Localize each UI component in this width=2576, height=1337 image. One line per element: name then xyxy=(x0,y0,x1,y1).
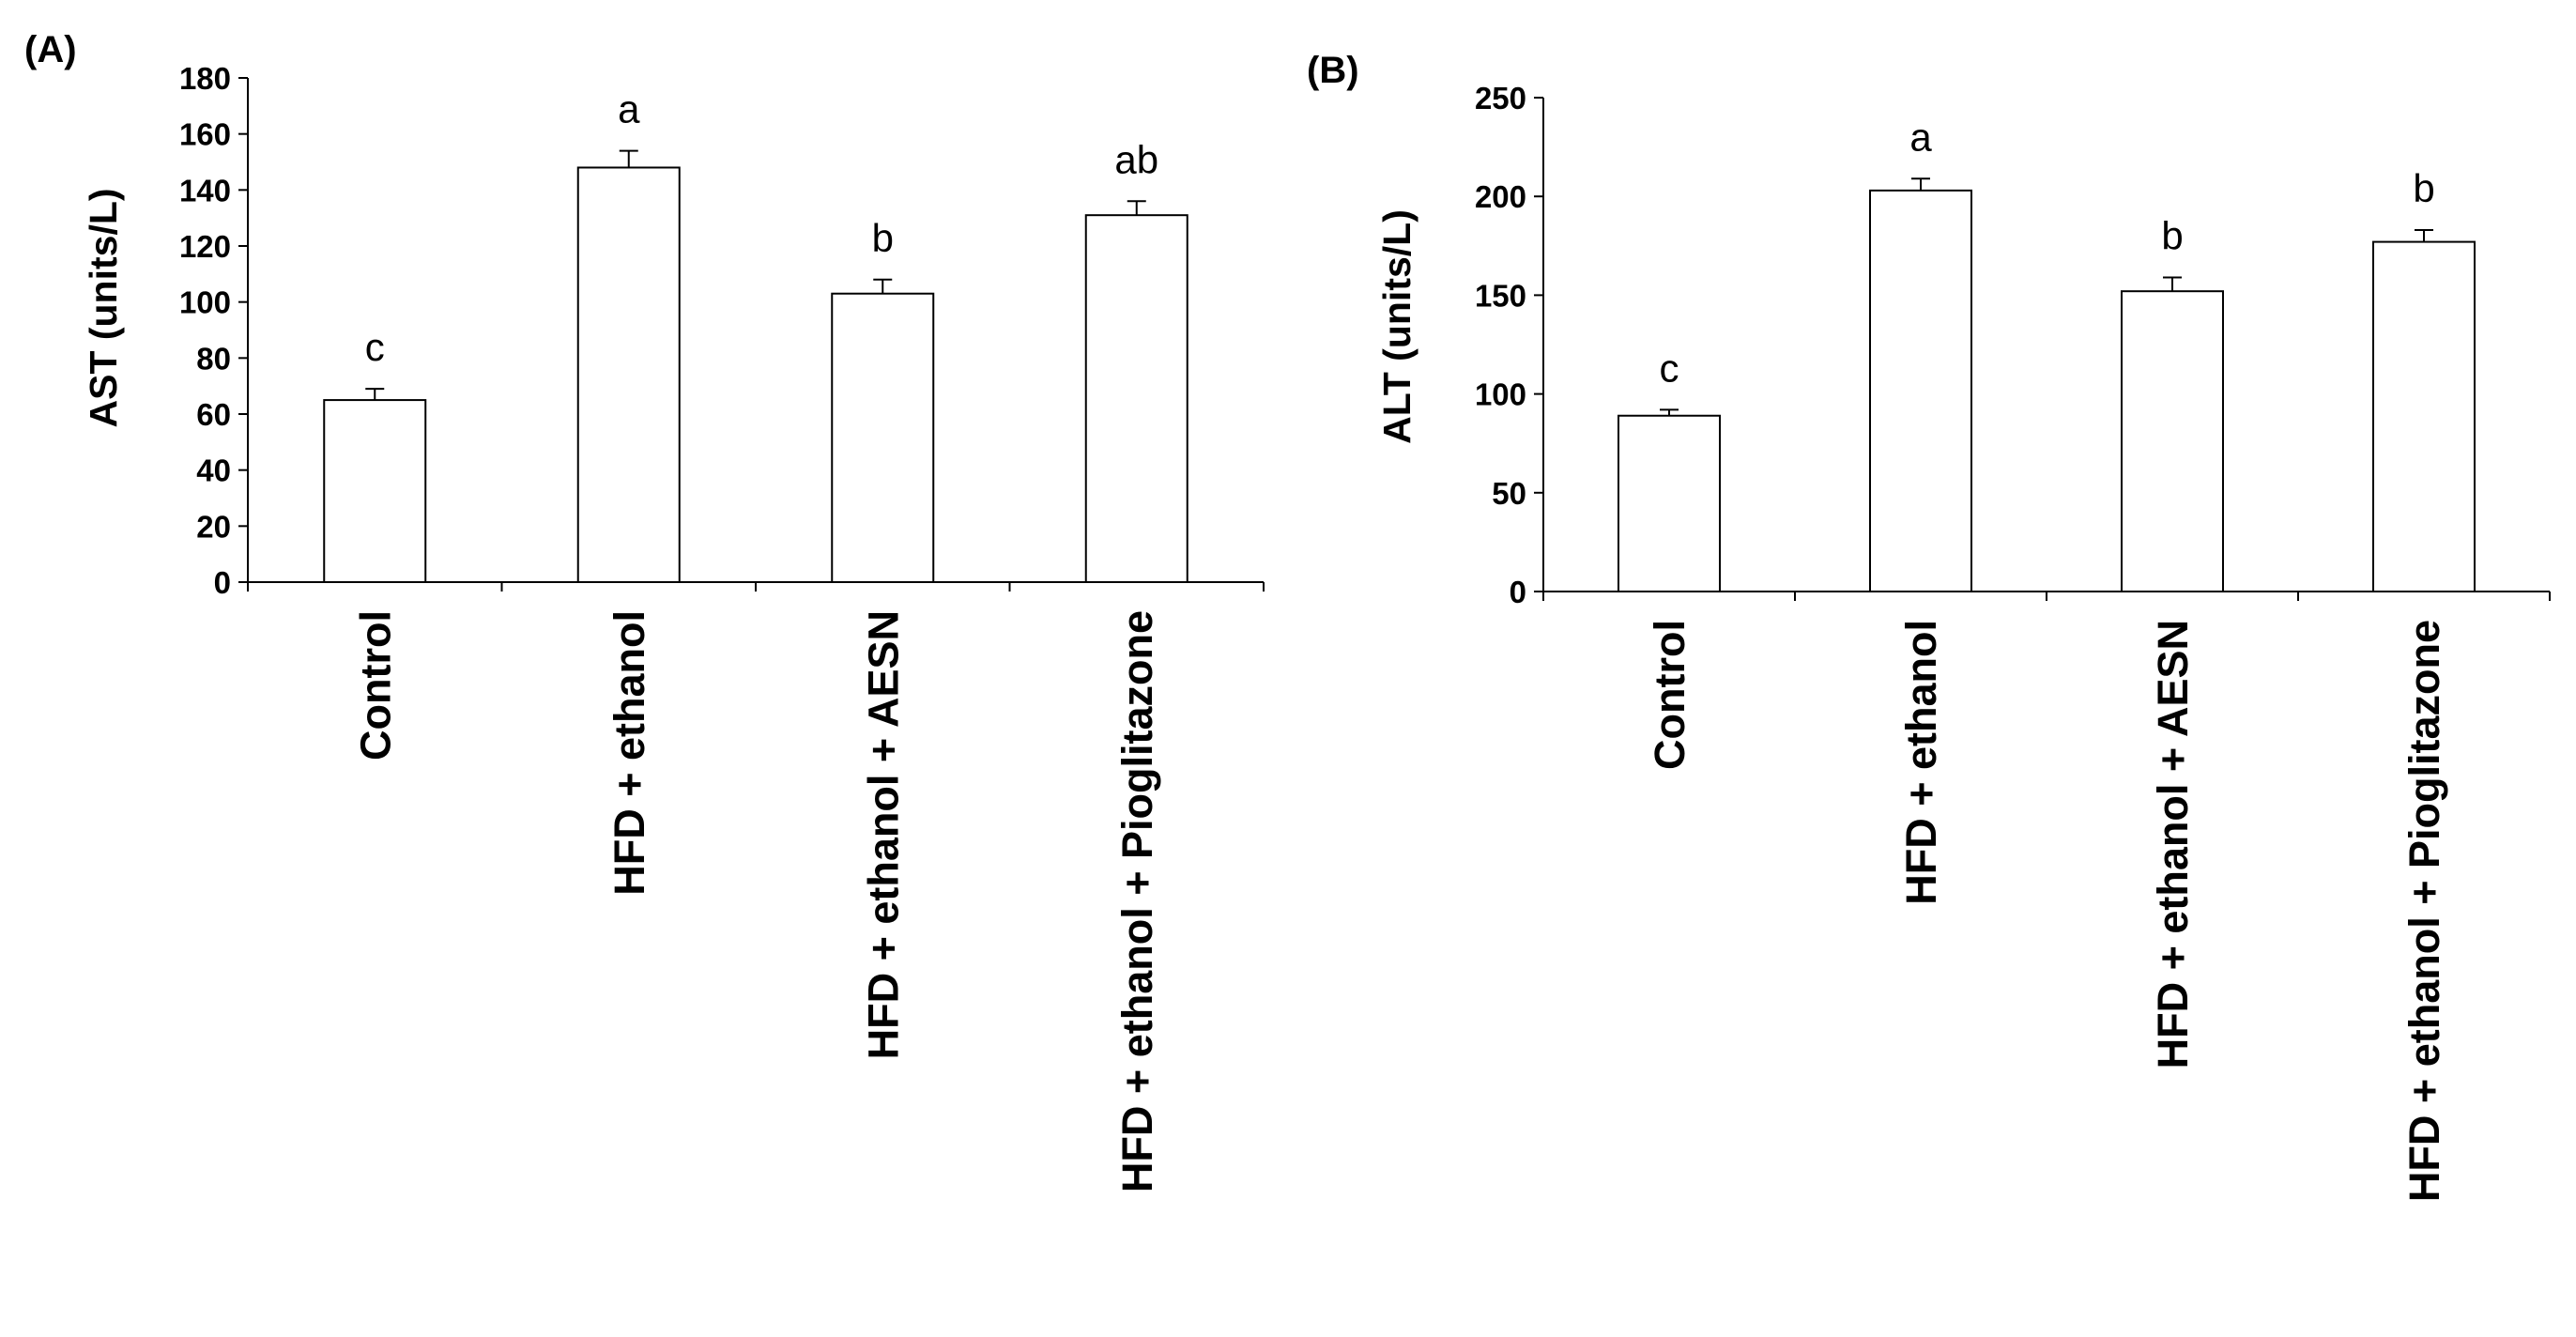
panel-b-category-label: HFD + ethanol xyxy=(1897,620,1945,905)
panel-b: (B) ALT (units/L) 0 50 100 150 200 250 c Contro… xyxy=(1307,50,2551,1202)
panel-b-bar xyxy=(1869,189,1972,592)
panel-a-bar xyxy=(831,292,935,583)
panel-a-significance-letter: a xyxy=(618,87,640,131)
panel-b-y-tick-label: 50 xyxy=(1492,476,1526,511)
panel-a-significance-letter: ab xyxy=(1114,137,1158,181)
panel-b-y-axis-label: ALT (units/L) xyxy=(1375,209,1418,444)
panel-b-y-tick-label: 200 xyxy=(1475,179,1526,214)
panel-a: (A) AST (units/L) 0 20 40 60 80 100 120 140 160 1… xyxy=(24,29,1265,1192)
panel-b-category-label: HFD + ethanol + AESN xyxy=(2149,620,2197,1068)
panel-a-y-tick-label: 140 xyxy=(179,173,231,207)
panel-a-y-tick-label: 180 xyxy=(179,61,231,96)
panel-a-y-tick-label: 40 xyxy=(196,453,231,488)
panel-a-y-tick-label: 60 xyxy=(196,397,231,432)
panel-b-label: (B) xyxy=(1307,50,1359,91)
panel-b-y-tick-label: 0 xyxy=(1510,575,1526,609)
panel-a-bar xyxy=(323,399,427,584)
panel-a-category-label: HFD + ethanol + Pioglitazone xyxy=(1113,610,1161,1192)
panel-a-label: (A) xyxy=(24,29,77,70)
panel-a-bar xyxy=(1084,214,1188,584)
panel-b-bar xyxy=(1618,414,1721,592)
panel-b-bar xyxy=(2121,290,2224,592)
panel-a-significance-letter: c xyxy=(365,325,385,369)
panel-a-y-tick-label: 0 xyxy=(214,565,231,600)
panel-a-category-label: Control xyxy=(351,610,399,761)
panel-a-y-tick-label: 120 xyxy=(179,229,231,264)
panel-a-category-label: HFD + ethanol xyxy=(606,610,653,896)
panel-b-category-label: Control xyxy=(1646,620,1694,770)
panel-b-significance-letter: b xyxy=(2161,213,2183,257)
panel-b-significance-letter: b xyxy=(2413,166,2434,210)
panel-a-bar xyxy=(576,166,681,583)
panel-b-category-label: HFD + ethanol + Pioglitazone xyxy=(2400,620,2448,1202)
panel-a-y-tick-label: 100 xyxy=(179,285,231,320)
panel-b-y-tick-label: 100 xyxy=(1475,377,1526,412)
panel-b-significance-letter: a xyxy=(1909,115,1932,159)
panel-a-y-tick-label: 20 xyxy=(196,509,231,544)
panel-b-significance-letter: c xyxy=(1660,346,1679,390)
panel-b-bar xyxy=(2372,240,2476,592)
panel-a-category-label: HFD + ethanol + AESN xyxy=(859,610,907,1059)
panel-b-y-tick-label: 250 xyxy=(1475,81,1526,115)
panel-b-y-tick-label: 150 xyxy=(1475,278,1526,313)
panel-a-y-tick-label: 160 xyxy=(179,117,231,152)
panel-a-y-tick-label: 80 xyxy=(196,341,231,376)
panel-a-significance-letter: b xyxy=(872,216,894,260)
panel-a-y-axis-label: AST (units/L) xyxy=(82,188,125,427)
